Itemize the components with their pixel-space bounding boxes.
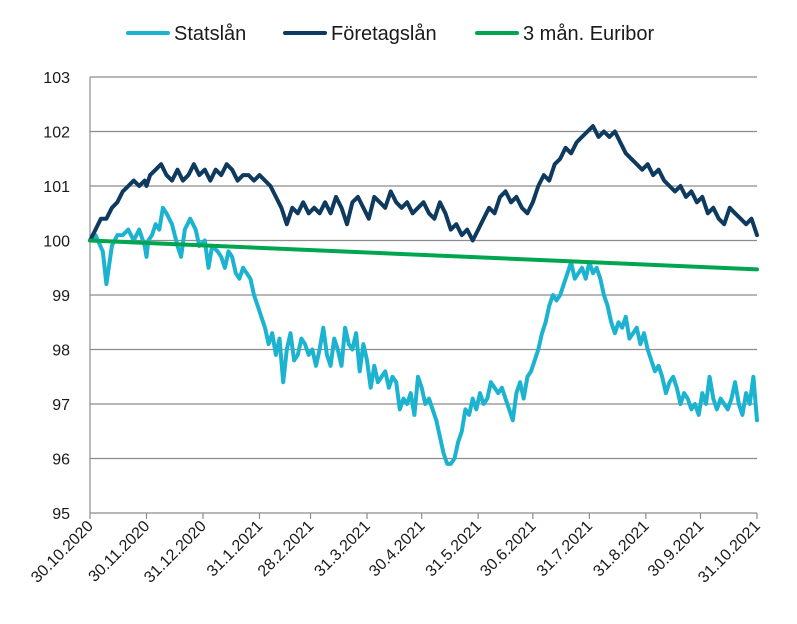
x-tick-label-9: 31.7.2021: [534, 518, 596, 580]
series-group: [88, 124, 759, 466]
x-tick-label-0: 30.10.2020: [28, 518, 97, 587]
legend: Statslån Företagslån 3 mån. Euribor: [126, 23, 655, 45]
y-tick-label-8: 103: [43, 70, 70, 87]
y-tick-label-3: 98: [52, 343, 70, 360]
y-tick-label-6: 101: [43, 179, 70, 196]
x-tick-label-7: 31.5.2021: [423, 518, 485, 580]
legend-label-0: Statslån: [174, 23, 246, 45]
x-axis-ticks: 30.10.202030.11.202031.12.202031.1.20212…: [28, 513, 764, 586]
series-line-2: [88, 238, 759, 272]
x-tick-label-5: 31.3.2021: [311, 518, 373, 580]
x-tick-label-10: 31.8.2021: [590, 518, 652, 580]
x-tick-label-8: 30.6.2021: [477, 518, 539, 580]
y-axis-ticks: 95 96 97 98 99 100 101 102 103: [43, 70, 70, 523]
x-tick-label-6: 30.4.2021: [366, 518, 428, 580]
y-tick-label-5: 100: [43, 234, 70, 251]
legend-label-1: Företagslån: [331, 23, 437, 45]
series-line-0: [88, 205, 759, 466]
y-tick-label-2: 97: [52, 397, 70, 414]
y-tick-label-7: 102: [43, 125, 70, 142]
y-tick-label-0: 95: [52, 506, 70, 523]
y-tick-label-1: 96: [52, 452, 70, 469]
y-tick-label-4: 99: [52, 288, 70, 305]
series-line-1: [88, 124, 759, 243]
x-tick-label-4: 28.2.2021: [255, 518, 317, 580]
legend-label-2: 3 mån. Euribor: [523, 23, 655, 45]
